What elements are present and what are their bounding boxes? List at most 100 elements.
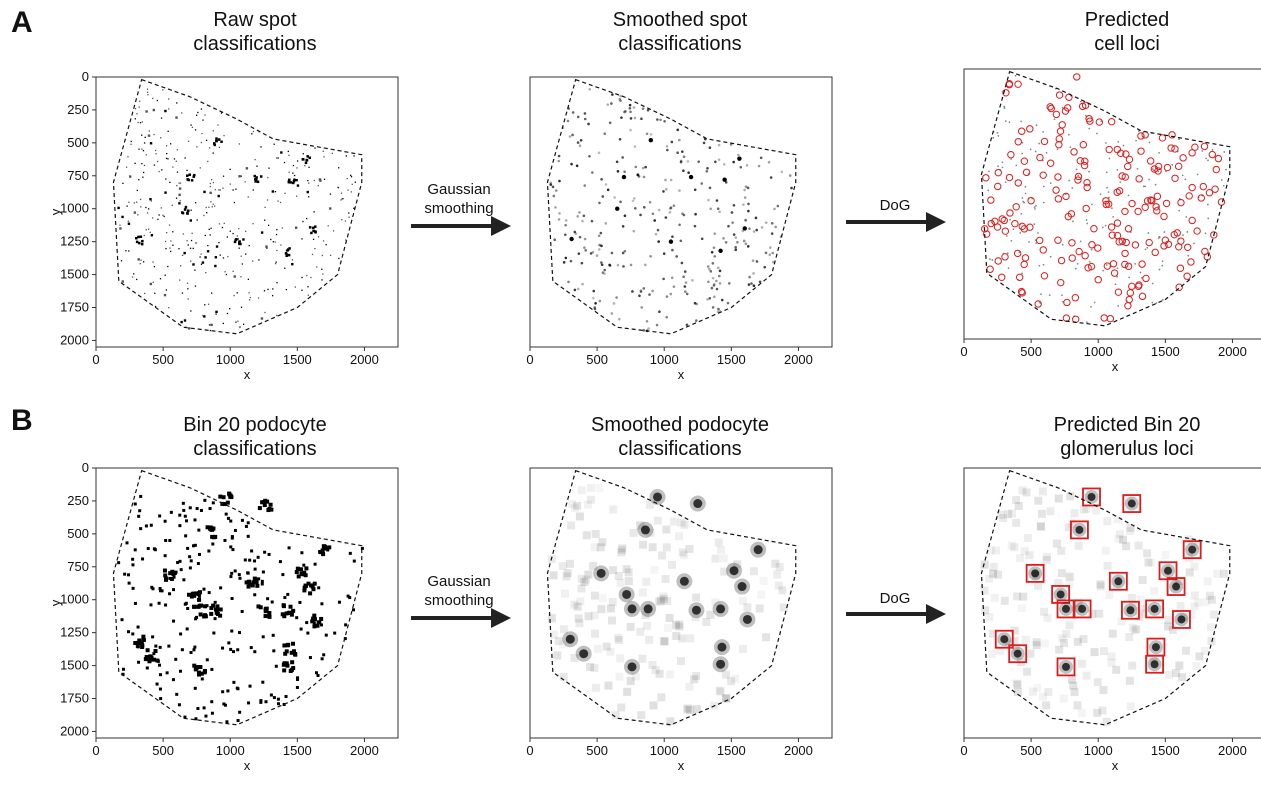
spot bbox=[165, 289, 168, 291]
spot bbox=[285, 288, 288, 291]
cell-locus-marker bbox=[1121, 173, 1129, 181]
spot bbox=[164, 191, 167, 194]
smoothed-bin bbox=[1058, 634, 1067, 643]
background-spot bbox=[1038, 264, 1041, 267]
smoothed-spot bbox=[693, 224, 697, 228]
smoothed-spot bbox=[685, 292, 689, 296]
podocyte-bin bbox=[198, 612, 203, 617]
background-spot bbox=[1008, 121, 1011, 123]
smoothed-bin bbox=[1062, 629, 1071, 638]
podocyte-bin bbox=[203, 604, 208, 609]
spot bbox=[348, 212, 350, 214]
spot bbox=[345, 155, 347, 157]
x-tick-label: 1500 bbox=[283, 743, 312, 758]
background-spot bbox=[1035, 124, 1038, 127]
smoothed-spot bbox=[710, 250, 714, 254]
background-spot bbox=[1076, 262, 1079, 265]
smoothed-bin bbox=[626, 677, 635, 686]
title-bin20-podocyte: Bin 20 podocyte classifications bbox=[183, 414, 327, 460]
spot bbox=[276, 249, 278, 252]
spot bbox=[351, 183, 353, 186]
podocyte-bin bbox=[290, 660, 295, 665]
spot bbox=[148, 130, 150, 132]
podocyte-bin bbox=[302, 563, 306, 567]
podocyte-bin bbox=[360, 546, 364, 550]
smoothed-bin bbox=[990, 593, 999, 602]
spot bbox=[143, 142, 146, 144]
smoothed-bin bbox=[1023, 667, 1032, 676]
panel-label-a: A bbox=[11, 6, 33, 39]
smoothed-bin bbox=[1137, 595, 1146, 604]
plot-bin20-podocyte: 0 500 1000 1500 2000 x 0 250 500 750 1000 1250 1500 1… bbox=[48, 460, 399, 788]
spot bbox=[234, 238, 238, 242]
spot bbox=[244, 181, 246, 183]
smoothed-spot bbox=[788, 174, 792, 177]
smoothed-spot bbox=[598, 299, 602, 303]
podocyte-bin bbox=[177, 703, 181, 707]
spot bbox=[294, 226, 298, 229]
smoothed-bin bbox=[988, 629, 997, 638]
spot bbox=[321, 268, 323, 270]
smoothed-spot bbox=[769, 176, 773, 179]
smoothed-bin bbox=[722, 693, 731, 702]
podocyte-bin bbox=[183, 602, 187, 606]
spot bbox=[267, 224, 270, 226]
smoothed-spot bbox=[619, 94, 622, 98]
background-spot bbox=[1033, 223, 1036, 226]
podocyte-bin bbox=[317, 620, 322, 625]
spot bbox=[164, 240, 167, 243]
spot bbox=[189, 219, 192, 222]
smoothed-spot bbox=[576, 115, 580, 119]
podocyte-bin bbox=[202, 706, 206, 710]
spot bbox=[249, 296, 251, 299]
podocyte-bin bbox=[171, 678, 175, 682]
plot-frame bbox=[95, 76, 399, 348]
podocyte-bin bbox=[261, 635, 265, 639]
spot bbox=[208, 228, 210, 231]
smoothed-bin bbox=[1099, 686, 1108, 695]
podocyte-bin bbox=[321, 544, 326, 549]
smoothed-bin bbox=[721, 694, 730, 703]
smoothed-bin bbox=[1096, 582, 1105, 591]
smoothed-bin bbox=[980, 560, 989, 569]
spot bbox=[220, 112, 223, 114]
podocyte-bin bbox=[133, 601, 137, 605]
smoothed-bin bbox=[1059, 694, 1068, 703]
smoothed-bin bbox=[672, 621, 681, 630]
podocyte-bin bbox=[192, 663, 197, 668]
smoothed-bin bbox=[675, 622, 684, 631]
background-spot bbox=[1071, 187, 1074, 189]
podocyte-bin bbox=[281, 573, 285, 577]
smoothed-spot bbox=[731, 221, 734, 224]
smoothed-bin bbox=[590, 591, 599, 600]
cell-locus-marker bbox=[1152, 203, 1160, 211]
podocyte-bin bbox=[186, 546, 190, 550]
spot bbox=[266, 247, 268, 249]
spot bbox=[122, 182, 124, 185]
spot bbox=[301, 276, 303, 279]
smoothed-spot bbox=[583, 237, 587, 241]
spot bbox=[167, 265, 169, 268]
spot bbox=[183, 251, 186, 255]
x-axis-label: x bbox=[244, 367, 251, 382]
spot bbox=[199, 167, 201, 169]
smoothed-spot bbox=[718, 248, 723, 254]
spot bbox=[289, 181, 292, 184]
smoothed-spot bbox=[717, 158, 721, 161]
smoothed-bin bbox=[711, 598, 720, 607]
background-spot bbox=[1003, 105, 1006, 108]
smoothed-bin bbox=[1200, 646, 1209, 655]
smoothed-bin bbox=[720, 567, 729, 576]
smoothed-spot bbox=[583, 246, 586, 249]
cell-locus-marker bbox=[1076, 157, 1084, 165]
podocyte-bin bbox=[150, 585, 154, 589]
x-tick-label: 500 bbox=[586, 743, 608, 758]
smoothed-bin bbox=[624, 577, 633, 586]
spot bbox=[192, 247, 194, 250]
smoothed-spot bbox=[716, 266, 720, 270]
smoothed-bin bbox=[1132, 625, 1141, 634]
spot bbox=[181, 292, 184, 294]
spot bbox=[314, 230, 317, 233]
x-tick-label: 2000 bbox=[350, 352, 379, 367]
smoothed-spot bbox=[771, 251, 775, 255]
